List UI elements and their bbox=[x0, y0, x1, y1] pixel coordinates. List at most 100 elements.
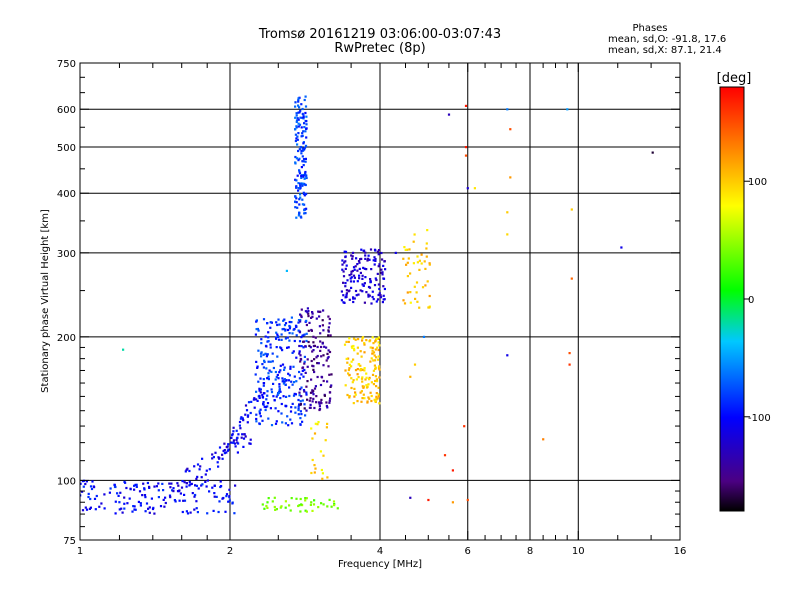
data-point bbox=[406, 261, 409, 264]
data-point bbox=[298, 106, 301, 109]
data-point bbox=[281, 421, 284, 424]
data-point bbox=[301, 149, 305, 152]
data-point bbox=[366, 401, 369, 404]
data-point bbox=[213, 495, 216, 498]
data-point bbox=[290, 497, 293, 500]
data-point bbox=[263, 507, 266, 510]
colorbar bbox=[719, 86, 745, 512]
data-point bbox=[248, 442, 251, 445]
data-point bbox=[123, 496, 126, 499]
phase-x-stats: mean, sd,X: 87.1, 21.4 bbox=[608, 45, 722, 56]
data-point bbox=[283, 324, 287, 327]
data-point bbox=[363, 342, 366, 345]
data-point bbox=[264, 352, 267, 355]
data-point bbox=[260, 338, 263, 341]
data-point bbox=[330, 384, 333, 387]
data-point bbox=[309, 403, 312, 406]
data-point bbox=[360, 390, 363, 393]
data-point bbox=[273, 496, 276, 499]
data-point bbox=[367, 254, 370, 257]
data-point bbox=[304, 160, 307, 163]
data-point bbox=[126, 502, 129, 505]
data-point bbox=[418, 259, 421, 262]
data-point bbox=[363, 249, 366, 252]
data-point bbox=[359, 364, 362, 367]
data-point bbox=[295, 356, 298, 359]
data-point bbox=[193, 508, 196, 511]
data-point bbox=[98, 505, 101, 508]
data-point bbox=[296, 135, 299, 138]
data-point bbox=[363, 367, 366, 370]
data-point bbox=[181, 480, 184, 483]
data-point bbox=[201, 483, 204, 486]
data-point bbox=[220, 485, 223, 488]
data-point bbox=[180, 486, 184, 489]
data-point bbox=[344, 260, 347, 263]
data-point bbox=[124, 481, 127, 484]
data-point bbox=[269, 343, 272, 346]
data-point bbox=[377, 283, 380, 286]
data-point bbox=[420, 262, 423, 265]
data-point bbox=[409, 291, 412, 294]
data-point bbox=[299, 215, 302, 218]
data-point bbox=[367, 285, 371, 289]
data-point bbox=[380, 268, 383, 271]
data-point bbox=[225, 451, 228, 454]
data-point bbox=[351, 255, 354, 258]
data-point bbox=[259, 391, 262, 394]
data-point bbox=[373, 284, 377, 287]
data-point bbox=[304, 371, 307, 374]
data-point bbox=[269, 407, 272, 410]
data-point bbox=[277, 410, 280, 413]
data-point bbox=[316, 362, 319, 365]
data-point bbox=[323, 394, 326, 397]
data-point bbox=[311, 311, 314, 314]
data-point bbox=[348, 367, 351, 370]
data-point bbox=[305, 385, 308, 388]
data-point bbox=[354, 265, 357, 268]
data-point bbox=[295, 497, 298, 500]
data-point bbox=[266, 394, 269, 397]
data-point bbox=[266, 353, 269, 356]
data-point bbox=[277, 392, 281, 395]
data-point bbox=[371, 373, 375, 376]
data-point bbox=[197, 487, 200, 490]
colorbar-tick-label: -100 bbox=[748, 413, 771, 424]
data-point bbox=[286, 346, 289, 349]
data-point bbox=[370, 381, 373, 384]
data-point bbox=[322, 454, 325, 457]
data-point bbox=[274, 407, 277, 410]
data-point bbox=[223, 452, 226, 455]
data-point bbox=[356, 269, 359, 272]
data-point bbox=[325, 401, 328, 404]
data-point bbox=[383, 287, 386, 291]
data-point bbox=[262, 366, 265, 369]
data-point bbox=[169, 496, 172, 499]
data-point bbox=[570, 208, 573, 211]
data-point bbox=[131, 510, 134, 513]
data-point bbox=[278, 371, 281, 374]
data-point bbox=[427, 306, 430, 309]
data-point bbox=[274, 508, 277, 511]
data-point bbox=[348, 396, 351, 399]
data-point bbox=[288, 332, 291, 335]
data-point bbox=[272, 395, 275, 398]
data-point bbox=[313, 370, 316, 374]
data-point bbox=[376, 397, 379, 400]
data-point bbox=[370, 268, 373, 271]
data-point bbox=[289, 365, 292, 368]
data-point bbox=[88, 507, 91, 510]
data-point bbox=[376, 358, 380, 361]
x-tick-label: 6 bbox=[465, 546, 471, 557]
data-point bbox=[194, 493, 197, 497]
data-point bbox=[369, 346, 372, 349]
data-point bbox=[356, 368, 359, 371]
data-point bbox=[168, 494, 172, 497]
data-point bbox=[312, 341, 315, 344]
data-point bbox=[348, 395, 351, 398]
data-point bbox=[321, 472, 324, 475]
data-point bbox=[157, 482, 160, 485]
data-point bbox=[150, 497, 153, 500]
data-point bbox=[298, 212, 301, 215]
data-point bbox=[295, 120, 298, 123]
